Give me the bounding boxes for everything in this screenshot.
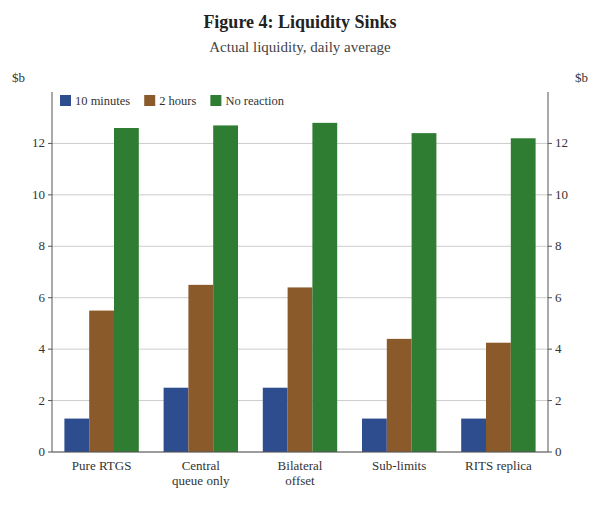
y-tick	[48, 143, 52, 144]
y-axis-line	[52, 92, 53, 452]
y-tick	[48, 400, 52, 401]
legend-swatch	[144, 95, 155, 106]
y2-tick-label: 4	[555, 341, 562, 356]
x-tick-label: Bilateraloffset	[278, 458, 323, 488]
bar	[486, 343, 511, 452]
title: Figure 4: Liquidity Sinks	[203, 12, 396, 32]
y-axis-label: $b	[12, 70, 25, 85]
y-tick-label: 8	[39, 238, 46, 253]
y2-tick-label: 0	[555, 444, 562, 459]
bar	[288, 287, 313, 452]
y2-tick-label: 8	[555, 238, 562, 253]
bars	[64, 123, 535, 452]
legend: 10 minutes 2 hours No reaction	[60, 94, 285, 108]
y2-tick-label: 6	[555, 290, 562, 305]
y2-tick	[548, 452, 552, 453]
bar	[164, 388, 189, 452]
bar	[188, 285, 213, 452]
y2-tick	[548, 143, 552, 144]
y-tick	[48, 349, 52, 350]
y2-tick-label: 2	[555, 393, 562, 408]
legend-swatch	[60, 95, 71, 106]
background	[0, 0, 600, 509]
y2-axis-line	[548, 92, 549, 452]
legend-swatch	[210, 95, 221, 106]
y-tick	[48, 297, 52, 298]
x-tick-label: Pure RTGS	[72, 458, 132, 473]
bar	[461, 419, 486, 452]
y2-tick-label: 12	[555, 135, 568, 150]
y2-axis-label: $b	[575, 70, 588, 85]
bar	[64, 419, 89, 452]
y-tick	[48, 246, 52, 247]
bar	[412, 133, 437, 452]
legend-label: 2 hours	[159, 94, 196, 108]
y-tick	[48, 452, 52, 453]
bar	[312, 123, 337, 452]
bar	[263, 388, 288, 452]
x-tick-label: RITS replica	[465, 458, 532, 473]
subtitle: Actual liquidity, daily average	[209, 39, 391, 55]
bar	[387, 339, 412, 452]
y2-tick-label: 10	[555, 187, 568, 202]
x-axis-line	[52, 452, 548, 453]
chart: Figure 4: Liquidity Sinks Actual liquidit…	[0, 0, 600, 509]
y-tick-label: 4	[39, 341, 46, 356]
y2-tick	[548, 297, 552, 298]
bar	[89, 311, 114, 452]
bar	[114, 128, 139, 452]
y-tick-label: 2	[39, 393, 46, 408]
bar	[511, 138, 536, 452]
x-tick-label: Sub-limits	[372, 458, 426, 473]
y-tick-label: 6	[39, 290, 46, 305]
bar	[213, 125, 238, 452]
x-tick-label: Centralqueue only	[172, 458, 230, 488]
y2-tick	[548, 194, 552, 195]
legend-label: No reaction	[225, 94, 284, 108]
y2-tick	[548, 246, 552, 247]
y2-tick	[548, 400, 552, 401]
y2-tick	[548, 349, 552, 350]
bar	[362, 419, 387, 452]
y-tick-label: 10	[32, 187, 45, 202]
legend-label: 10 minutes	[75, 94, 130, 108]
y-tick-label: 12	[32, 135, 45, 150]
y-tick-label: 0	[39, 444, 46, 459]
y-tick	[48, 194, 52, 195]
grid-line	[52, 452, 548, 453]
